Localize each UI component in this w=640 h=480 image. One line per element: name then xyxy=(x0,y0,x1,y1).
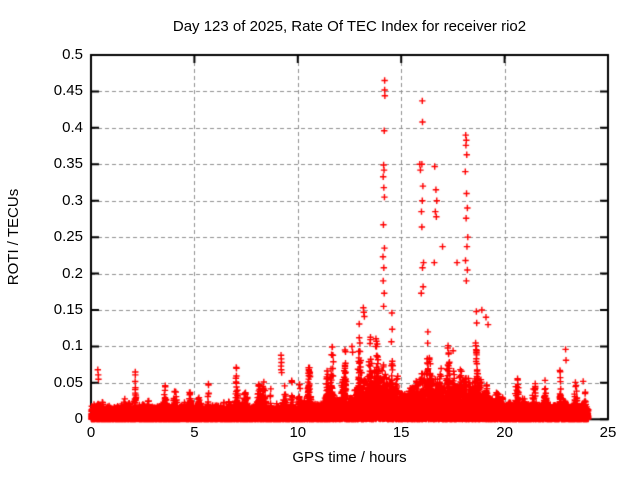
y-tick-label: 0.05 xyxy=(53,373,83,391)
y-tick-label: 0.2 xyxy=(62,264,83,282)
x-tick-label: 0 xyxy=(86,424,96,441)
x-tick-label: 20 xyxy=(496,424,513,441)
y-tick-label: 0.15 xyxy=(53,301,83,318)
y-tick-label: 0.1 xyxy=(62,337,83,355)
y-tick-label: 0 xyxy=(74,410,83,428)
y-tick-label: 0.25 xyxy=(53,228,83,246)
y-tick-label: 0.35 xyxy=(53,155,83,173)
x-tick-label: 10 xyxy=(289,424,307,441)
x-tick-label: 15 xyxy=(392,424,410,441)
x-tick-label: 25 xyxy=(599,424,617,441)
y-tick-label: 0.45 xyxy=(53,82,83,100)
y-tick-label: 0.3 xyxy=(62,191,83,209)
x-axis-label: GPS time / hours xyxy=(292,449,407,466)
x-tick-label: 5 xyxy=(190,424,199,441)
y-tick-label: 0.4 xyxy=(62,118,83,136)
y-tick-label: 0.5 xyxy=(62,46,83,63)
chart-title: Day 123 of 2025, Rate Of TEC Index for r… xyxy=(172,18,527,35)
